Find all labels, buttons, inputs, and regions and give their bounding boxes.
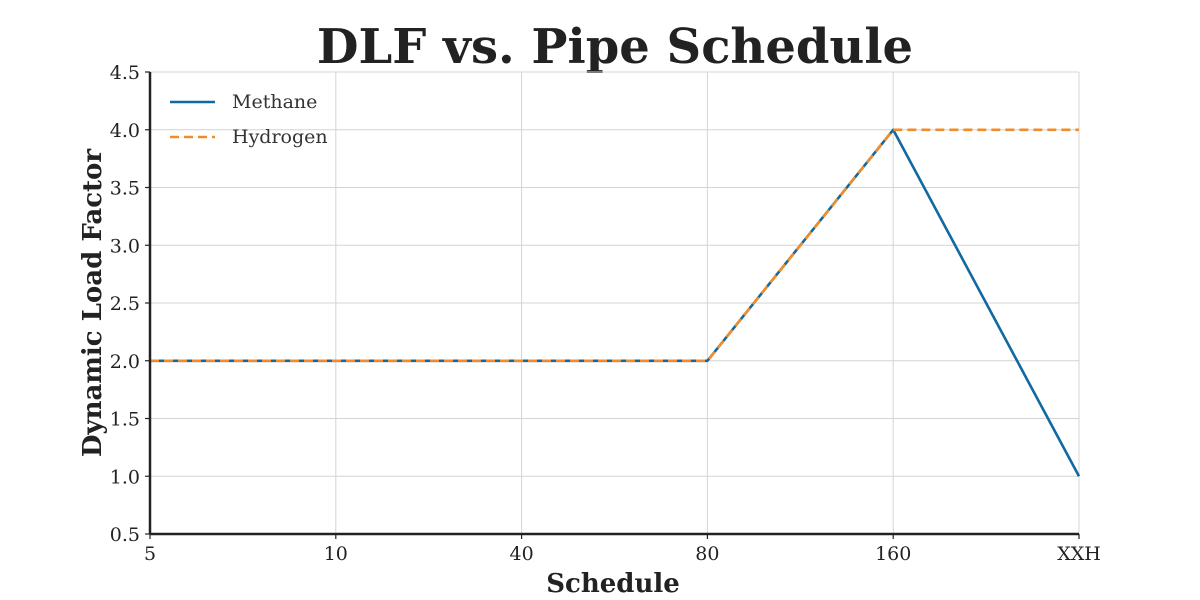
x-tick-label: 10: [324, 543, 348, 565]
legend-label-methane: Methane: [232, 91, 317, 113]
y-tick-label: 4.5: [110, 62, 140, 84]
y-tick-label: 4.0: [110, 120, 140, 142]
y-tick-label: 1.5: [110, 409, 140, 431]
y-tick-label: 1.0: [110, 466, 140, 488]
y-tick-label: 3.5: [110, 178, 140, 200]
y-axis-label: Dynamic Load Factor: [78, 149, 108, 457]
tick-labels: 0.5 1.0 1.5 2.0 2.5 3.0 3.5 4.0 4.5 5 10 40 80 160 XXH: [110, 62, 1101, 565]
x-tick-label: 80: [695, 543, 719, 565]
legend-label-hydrogen: Hydrogen: [232, 126, 328, 148]
y-tick-label: 2.0: [110, 351, 140, 373]
grid: [149, 71, 1080, 535]
legend: Methane Hydrogen: [170, 91, 328, 148]
y-tick-label: 3.0: [110, 235, 140, 257]
x-tick-label: 5: [144, 543, 156, 565]
y-tick-label: 2.5: [110, 293, 140, 315]
x-tick-label: 160: [875, 543, 911, 565]
x-axis-label: Schedule: [546, 569, 680, 599]
series-layer: [150, 128, 1081, 477]
y-tick-label: 0.5: [110, 524, 140, 546]
x-tick-label: 40: [510, 543, 534, 565]
series-line-hydrogen: [150, 128, 1079, 363]
chart-title: DLF vs. Pipe Schedule: [317, 19, 913, 75]
x-tick-label: XXH: [1057, 543, 1101, 565]
axes: [145, 71, 1080, 539]
